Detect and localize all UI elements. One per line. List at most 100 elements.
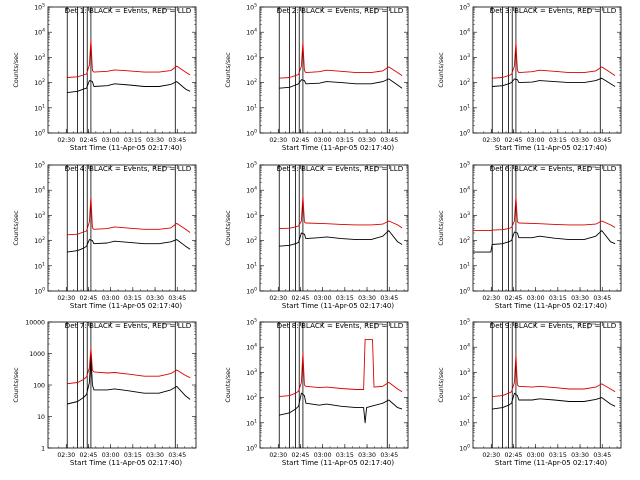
events-series-line — [473, 230, 616, 253]
chart-title: Det 7: BLACK = Events, RED = LLD — [65, 321, 192, 330]
legend-bracket — [162, 323, 171, 329]
y-tick-label: 105 — [459, 161, 470, 170]
chart-panel: 100 101 102 103 104 105 02:30 02:45 03:00 03:15 03… — [437, 318, 622, 467]
chart-panel: 100 101 102 103 104 105 02:30 02:45 03:00 03:15 03… — [224, 3, 409, 152]
x-tick-label: 03:30 — [146, 452, 164, 459]
x-axis-label: Start Time (11-Apr-05 02:17:40) — [282, 144, 394, 152]
x-tick-label: 03:00 — [102, 137, 120, 144]
x-tick-label: 03:15 — [124, 452, 142, 459]
legend-bracket — [587, 166, 596, 172]
lld-series-line — [492, 354, 616, 398]
y-tick-label: 10000 — [25, 320, 45, 327]
x-tick-label: 03:15 — [549, 452, 567, 459]
y-axis-label: Counts/sec — [437, 210, 445, 246]
y-tick-label: 101 — [459, 261, 470, 270]
x-tick-label: 03:30 — [571, 452, 589, 459]
y-tick-label: 103 — [459, 211, 470, 220]
x-tick-label: 03:30 — [571, 137, 589, 144]
events-series-line — [67, 239, 191, 253]
x-tick-label: 02:30 — [57, 295, 75, 302]
y-tick-label: 100 — [246, 129, 257, 138]
x-tick-label: 03:45 — [593, 452, 611, 459]
x-tick-label: 03:15 — [336, 137, 354, 144]
y-tick-label: 100 — [34, 129, 45, 138]
x-axis-label: Start Time (11-Apr-05 02:17:40) — [70, 144, 182, 152]
y-axis-label: Counts/sec — [224, 210, 232, 246]
y-tick-label: 101 — [459, 418, 470, 427]
lld-series-line — [67, 196, 191, 236]
x-tick-label: 03:00 — [527, 452, 545, 459]
x-tick-label: 02:45 — [292, 137, 310, 144]
y-axis-label: Counts/sec — [437, 52, 445, 88]
legend-bracket — [162, 8, 171, 14]
x-tick-label: 03:45 — [168, 452, 186, 459]
lld-series-line — [279, 339, 403, 398]
x-tick-label: 03:00 — [314, 452, 332, 459]
chart-title: Det 8: BLACK = Events, RED = LLD — [277, 321, 404, 330]
x-tick-label: 02:45 — [505, 295, 523, 302]
chart-panel: 100 101 102 103 104 105 02:30 02:45 03:00 03:15 03… — [224, 161, 409, 310]
y-tick-label: 104 — [459, 28, 470, 37]
x-tick-label: 02:45 — [80, 452, 98, 459]
x-axis-label: Start Time (11-Apr-05 02:17:40) — [282, 459, 394, 467]
chart-panel: 100 101 102 103 104 105 02:30 02:45 03:00 03:15 03… — [437, 161, 622, 310]
x-tick-label: 03:30 — [358, 295, 376, 302]
chart-title: Det 4: BLACK = Events, RED = LLD — [65, 164, 192, 173]
chart-panel: 100 101 102 103 104 105 02:30 02:45 03:00 03:15 03… — [12, 161, 197, 310]
events-series-line — [279, 78, 403, 89]
y-tick-label: 102 — [246, 393, 257, 402]
chart-title: Det 9: BLACK = Events, RED = LLD — [490, 321, 617, 330]
y-tick-label: 102 — [459, 78, 470, 87]
chart-panel: 100 101 102 103 104 105 02:30 02:45 03:00 03:15 03… — [12, 3, 197, 152]
y-tick-label: 101 — [246, 103, 257, 112]
legend-bracket — [374, 8, 383, 14]
events-series-line — [492, 77, 616, 87]
y-tick-label: 101 — [34, 103, 45, 112]
lld-series-line — [473, 196, 616, 232]
y-tick-label: 101 — [459, 103, 470, 112]
y-tick-label: 104 — [34, 186, 45, 195]
plot-frame — [259, 164, 409, 292]
y-tick-label: 102 — [34, 236, 45, 245]
y-axis-label: Counts/sec — [224, 52, 232, 88]
legend-bracket — [587, 323, 596, 329]
x-tick-label: 03:15 — [336, 452, 354, 459]
y-tick-label: 105 — [246, 318, 257, 327]
x-tick-label: 03:00 — [314, 137, 332, 144]
y-tick-label: 102 — [459, 393, 470, 402]
x-tick-label: 03:15 — [549, 137, 567, 144]
y-tick-label: 105 — [459, 318, 470, 327]
lld-series-line — [67, 347, 191, 385]
y-tick-label: 104 — [246, 186, 257, 195]
y-tick-label: 100 — [246, 444, 257, 453]
y-tick-label: 105 — [459, 3, 470, 12]
y-tick-label: 104 — [459, 186, 470, 195]
x-tick-label: 02:30 — [482, 295, 500, 302]
events-series-line — [279, 392, 403, 424]
x-tick-label: 03:30 — [358, 452, 376, 459]
y-tick-label: 105 — [34, 161, 45, 170]
x-tick-label: 03:00 — [314, 295, 332, 302]
y-tick-label: 103 — [246, 211, 257, 220]
x-tick-label: 03:30 — [146, 295, 164, 302]
chart-panel: 1 10 100 1000 10000 02:30 02:45 03:00 03:15 03:30… — [12, 320, 197, 467]
x-tick-label: 03:45 — [380, 137, 398, 144]
chart-panel: 100 101 102 103 104 105 02:30 02:45 03:00 03:15 03… — [437, 3, 622, 152]
plot-frame — [47, 321, 197, 449]
x-tick-label: 03:45 — [380, 295, 398, 302]
x-tick-label: 02:30 — [269, 137, 287, 144]
y-tick-label: 100 — [33, 383, 45, 390]
x-tick-label: 03:45 — [168, 137, 186, 144]
x-tick-label: 02:45 — [80, 295, 98, 302]
y-tick-label: 10 — [37, 414, 45, 421]
lld-series-line — [279, 41, 403, 79]
y-tick-label: 102 — [459, 236, 470, 245]
chart-panel: 100 101 102 103 104 105 02:30 02:45 03:00 03:15 03… — [224, 318, 409, 467]
y-tick-label: 103 — [459, 53, 470, 62]
legend-bracket — [374, 323, 383, 329]
y-tick-label: 105 — [34, 3, 45, 12]
x-axis-label: Start Time (11-Apr-05 02:17:40) — [70, 302, 182, 310]
y-tick-label: 1000 — [29, 351, 45, 358]
x-tick-label: 03:45 — [593, 137, 611, 144]
events-series-line — [492, 392, 616, 410]
